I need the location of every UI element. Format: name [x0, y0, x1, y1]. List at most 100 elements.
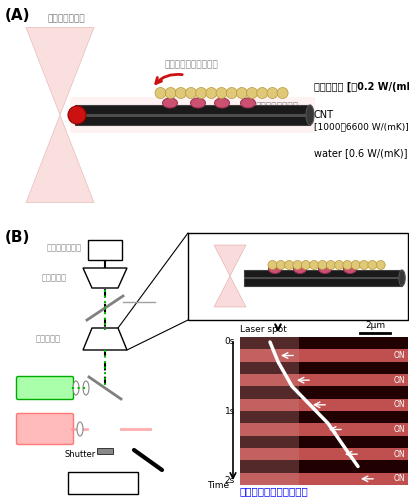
Circle shape	[284, 260, 293, 270]
Circle shape	[266, 88, 277, 99]
Bar	[239, 448, 407, 460]
Text: [1000～6600 W/(mK)]: [1000～6600 W/(mK)]	[313, 122, 408, 131]
Circle shape	[326, 260, 335, 270]
Text: タンパク質 [～0.2 W/(mK)]: タンパク質 [～0.2 W/(mK)]	[313, 82, 409, 92]
Circle shape	[359, 260, 368, 270]
Circle shape	[68, 106, 86, 124]
Text: ミオシン
モーター: ミオシン モーター	[369, 258, 388, 278]
Circle shape	[334, 260, 343, 270]
Bar	[70, 97, 314, 133]
Text: Laser spot: Laser spot	[239, 325, 286, 334]
Text: アクチンフィラメント: アクチンフィラメント	[164, 60, 218, 69]
Ellipse shape	[162, 98, 177, 108]
Text: Time: Time	[207, 481, 229, 490]
Circle shape	[195, 88, 206, 99]
Bar	[239, 436, 407, 448]
Ellipse shape	[190, 98, 205, 108]
Text: ON: ON	[392, 474, 404, 484]
Polygon shape	[26, 115, 94, 202]
Bar	[239, 374, 407, 386]
Bar	[97, 448, 113, 454]
Bar	[188, 233, 407, 320]
Bar	[239, 337, 298, 485]
Text: ハロゲンランプ: ハロゲンランプ	[47, 244, 82, 252]
Polygon shape	[213, 245, 245, 276]
Bar	[239, 411, 407, 424]
Bar	[243, 270, 401, 286]
Polygon shape	[83, 268, 127, 288]
Polygon shape	[26, 28, 94, 115]
Text: ON: ON	[392, 400, 404, 409]
Circle shape	[205, 88, 216, 99]
Text: 0s: 0s	[224, 337, 234, 346]
Circle shape	[165, 88, 176, 99]
Circle shape	[155, 88, 166, 99]
Circle shape	[276, 88, 288, 99]
Text: CCD: CCD	[93, 478, 112, 488]
Circle shape	[375, 260, 384, 270]
Circle shape	[185, 88, 196, 99]
Bar	[239, 337, 407, 349]
Ellipse shape	[268, 264, 281, 274]
Text: 水銀ランプ: 水銀ランプ	[32, 384, 57, 392]
Ellipse shape	[305, 105, 313, 125]
Text: water [0.6 W/(mK)]: water [0.6 W/(mK)]	[313, 148, 407, 158]
Bar	[239, 460, 407, 472]
Circle shape	[276, 260, 285, 270]
Text: ミオシンモーター: ミオシンモーター	[255, 102, 298, 111]
Ellipse shape	[293, 264, 306, 274]
Text: ON: ON	[392, 425, 404, 434]
Bar	[239, 350, 407, 362]
Bar	[239, 424, 407, 436]
Text: レーザー: レーザー	[211, 238, 231, 247]
Ellipse shape	[240, 98, 255, 108]
Text: ON: ON	[392, 376, 404, 384]
Ellipse shape	[343, 264, 356, 274]
Bar	[239, 472, 407, 485]
Text: 近赤外レーザー: 近赤外レーザー	[48, 14, 85, 23]
Bar	[75, 114, 309, 116]
Text: 2s: 2s	[224, 476, 234, 485]
Bar	[239, 362, 407, 374]
Text: ON: ON	[392, 450, 404, 458]
Circle shape	[317, 260, 326, 270]
Circle shape	[309, 260, 318, 270]
Text: 速度をリアルタイム制御: 速度をリアルタイム制御	[239, 486, 308, 496]
Text: (A): (A)	[5, 8, 30, 23]
Ellipse shape	[214, 98, 229, 108]
Circle shape	[226, 88, 237, 99]
Text: 対物レンズ: 対物レンズ	[36, 334, 61, 344]
Circle shape	[367, 260, 376, 270]
Text: CNT(φ170 nm): CNT(φ170 nm)	[291, 295, 347, 304]
Bar	[239, 337, 407, 485]
Bar	[239, 398, 407, 411]
Text: 1s: 1s	[224, 406, 234, 416]
Text: (B): (B)	[5, 230, 30, 245]
Text: ON: ON	[392, 351, 404, 360]
Bar	[243, 277, 401, 279]
FancyBboxPatch shape	[16, 414, 73, 444]
Circle shape	[175, 88, 186, 99]
Circle shape	[246, 88, 257, 99]
Circle shape	[236, 88, 247, 99]
Ellipse shape	[318, 264, 331, 274]
Bar	[88, 240, 122, 260]
Circle shape	[256, 88, 267, 99]
Ellipse shape	[398, 270, 404, 286]
Text: Shutter: Shutter	[64, 450, 95, 459]
Text: 2μm: 2μm	[364, 321, 384, 330]
Ellipse shape	[73, 381, 79, 395]
Circle shape	[267, 260, 276, 270]
Bar	[75, 105, 309, 125]
Circle shape	[342, 260, 351, 270]
Bar	[239, 386, 407, 398]
Circle shape	[216, 88, 227, 99]
Circle shape	[351, 260, 360, 270]
Text: 蛍光アクチン
フィラメント: 蛍光アクチン フィラメント	[309, 244, 337, 264]
Polygon shape	[213, 276, 245, 307]
Text: CNT: CNT	[313, 110, 333, 120]
Text: レーザー
(642 nm): レーザー (642 nm)	[27, 419, 63, 439]
Bar	[68, 472, 138, 494]
Ellipse shape	[83, 381, 89, 395]
Circle shape	[292, 260, 301, 270]
